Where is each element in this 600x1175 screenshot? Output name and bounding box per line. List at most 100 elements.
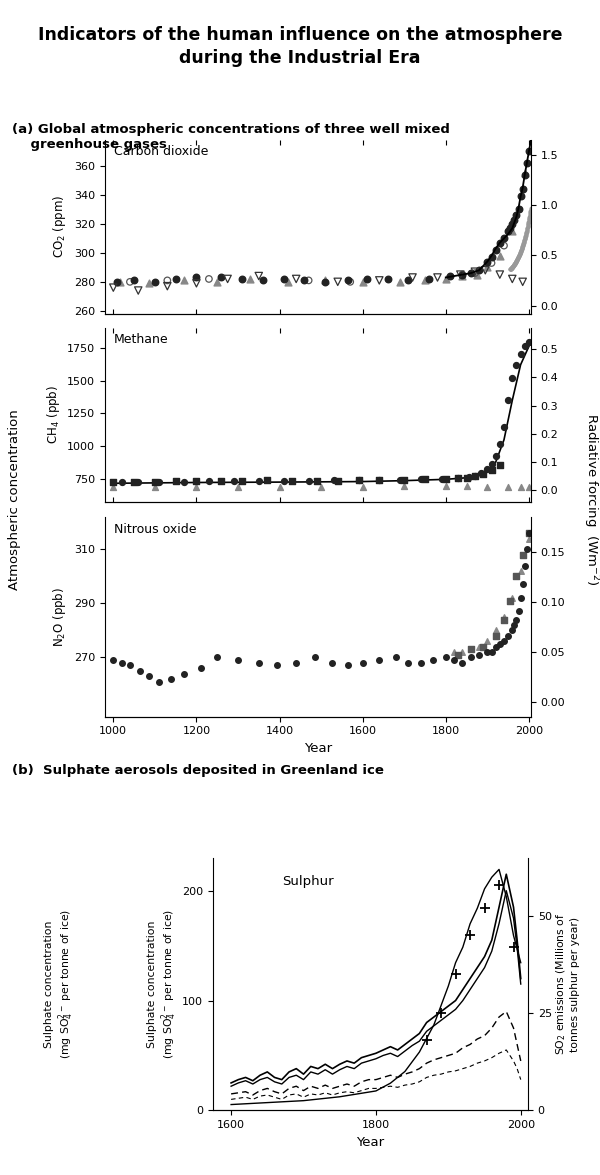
Text: (a) Global atmospheric concentrations of three well mixed
    greenhouse gases: (a) Global atmospheric concentrations of… xyxy=(12,123,450,152)
Point xyxy=(519,233,529,251)
Point xyxy=(420,271,430,290)
Point xyxy=(509,616,519,635)
Point xyxy=(524,478,534,497)
Point xyxy=(470,466,479,485)
Point xyxy=(495,435,505,454)
Point xyxy=(238,269,247,288)
Point xyxy=(354,471,364,490)
Point xyxy=(512,250,522,269)
Point xyxy=(516,241,526,260)
Point xyxy=(512,250,522,269)
Point xyxy=(154,472,164,491)
Point xyxy=(310,647,320,666)
Point xyxy=(472,266,482,284)
Point xyxy=(449,651,459,670)
Point xyxy=(518,235,528,254)
Point xyxy=(508,257,518,276)
Point xyxy=(179,271,189,290)
Point xyxy=(520,230,529,249)
Point xyxy=(506,260,515,278)
Text: Nitrous oxide: Nitrous oxide xyxy=(113,523,196,536)
Point xyxy=(517,239,527,257)
Point xyxy=(524,333,534,351)
Point xyxy=(292,653,301,672)
Point xyxy=(408,268,418,287)
Point xyxy=(511,253,520,271)
Point xyxy=(511,251,521,270)
Point xyxy=(129,271,139,290)
Point xyxy=(523,216,533,235)
Point xyxy=(191,268,201,287)
Point xyxy=(520,229,530,248)
Point xyxy=(524,210,534,229)
Point xyxy=(506,260,516,278)
Point xyxy=(523,219,532,237)
Point xyxy=(521,226,530,244)
Point xyxy=(476,463,486,482)
Text: (b)  Sulphate aerosols deposited in Greenland ice: (b) Sulphate aerosols deposited in Green… xyxy=(12,764,384,777)
Point xyxy=(521,226,530,244)
Point xyxy=(287,471,297,490)
Point xyxy=(455,266,465,284)
Point xyxy=(514,602,523,620)
Point xyxy=(109,278,118,297)
Point xyxy=(144,667,154,686)
Point xyxy=(515,243,525,262)
Point xyxy=(506,258,516,277)
Point xyxy=(524,524,534,543)
Point xyxy=(343,656,353,674)
Point xyxy=(509,255,519,274)
Point xyxy=(508,256,518,275)
Point xyxy=(523,215,533,234)
Point xyxy=(136,662,145,680)
Point xyxy=(470,262,479,281)
Point xyxy=(374,470,384,489)
Point xyxy=(333,471,343,490)
Point xyxy=(524,529,534,548)
Point xyxy=(518,180,527,199)
Point xyxy=(522,222,532,241)
Point xyxy=(470,263,479,282)
Point xyxy=(491,637,500,656)
Point xyxy=(509,256,518,275)
Point xyxy=(514,248,523,267)
Point xyxy=(526,199,536,217)
Point xyxy=(109,472,118,491)
Point xyxy=(509,255,519,274)
Point xyxy=(514,246,524,264)
Point xyxy=(517,239,527,257)
Point xyxy=(433,268,442,287)
Point xyxy=(513,248,523,267)
Point xyxy=(518,235,528,254)
Point xyxy=(233,478,243,497)
Point xyxy=(491,620,500,639)
Point xyxy=(507,258,517,277)
Point xyxy=(510,254,520,273)
Point xyxy=(515,244,524,263)
Point xyxy=(516,242,526,261)
Point xyxy=(217,268,226,287)
Point xyxy=(117,472,127,491)
Point xyxy=(179,472,189,491)
Point xyxy=(508,589,517,607)
Point xyxy=(495,266,505,284)
Point xyxy=(133,472,143,491)
Point xyxy=(458,266,467,284)
Point xyxy=(320,271,330,290)
Point xyxy=(507,258,517,277)
Point xyxy=(458,267,467,286)
Point xyxy=(279,269,289,288)
Text: Carbon dioxide: Carbon dioxide xyxy=(113,145,208,159)
Point xyxy=(395,273,405,291)
Point xyxy=(441,470,451,489)
Point xyxy=(458,266,467,284)
Text: Indicators of the human influence on the atmosphere
during the Industrial Era: Indicators of the human influence on the… xyxy=(38,26,562,67)
Point xyxy=(514,247,523,266)
Point xyxy=(514,246,524,264)
Point xyxy=(511,254,520,273)
Point xyxy=(470,466,479,485)
Y-axis label: N$_2$O (ppb): N$_2$O (ppb) xyxy=(52,586,68,647)
Point xyxy=(474,637,484,656)
Point xyxy=(512,250,521,269)
Point xyxy=(511,253,520,271)
